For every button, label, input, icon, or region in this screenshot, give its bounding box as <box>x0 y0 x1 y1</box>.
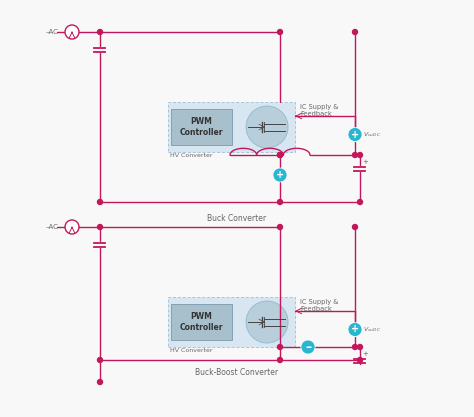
Text: HV Converter: HV Converter <box>170 348 212 353</box>
Circle shape <box>65 25 79 39</box>
Circle shape <box>98 30 102 35</box>
Circle shape <box>353 153 357 158</box>
Circle shape <box>246 106 288 148</box>
Text: +: + <box>351 130 359 140</box>
Text: Buck Converter: Buck Converter <box>208 214 266 223</box>
Text: IC Supply &
Feedback: IC Supply & Feedback <box>300 299 338 312</box>
Circle shape <box>246 301 288 343</box>
Circle shape <box>98 357 102 362</box>
Text: HV Converter: HV Converter <box>170 153 212 158</box>
Text: $V_{ouDC}$: $V_{ouDC}$ <box>363 325 381 334</box>
Circle shape <box>357 199 363 204</box>
Text: –AC: –AC <box>46 224 59 230</box>
Text: +: + <box>351 324 359 334</box>
Circle shape <box>273 168 287 182</box>
Circle shape <box>277 199 283 204</box>
FancyBboxPatch shape <box>171 304 232 340</box>
Circle shape <box>301 340 315 354</box>
Text: $V_{ouDC}$: $V_{ouDC}$ <box>363 130 381 139</box>
Text: Buck-Boost Converter: Buck-Boost Converter <box>195 368 279 377</box>
Text: –: – <box>305 341 311 354</box>
Circle shape <box>277 344 283 349</box>
Circle shape <box>277 153 283 158</box>
Circle shape <box>277 30 283 35</box>
Text: PWM
Controller: PWM Controller <box>180 117 223 137</box>
Circle shape <box>277 357 283 362</box>
Circle shape <box>98 224 102 229</box>
FancyBboxPatch shape <box>168 102 295 152</box>
Text: –AC: –AC <box>46 29 59 35</box>
Circle shape <box>353 30 357 35</box>
Circle shape <box>348 322 362 337</box>
FancyBboxPatch shape <box>171 109 232 145</box>
Text: +: + <box>362 351 368 357</box>
Circle shape <box>65 220 79 234</box>
Circle shape <box>277 224 283 229</box>
Circle shape <box>353 224 357 229</box>
Text: IC Supply &
Feedback: IC Supply & Feedback <box>300 104 338 117</box>
Text: PWM
Controller: PWM Controller <box>180 312 223 332</box>
Circle shape <box>353 344 357 349</box>
Circle shape <box>277 153 283 158</box>
Circle shape <box>98 199 102 204</box>
FancyBboxPatch shape <box>168 297 295 347</box>
Circle shape <box>357 357 363 362</box>
Circle shape <box>98 379 102 384</box>
Text: +: + <box>276 170 284 180</box>
Circle shape <box>348 128 362 141</box>
Text: +: + <box>362 159 368 165</box>
Circle shape <box>357 153 363 158</box>
Circle shape <box>357 344 363 349</box>
